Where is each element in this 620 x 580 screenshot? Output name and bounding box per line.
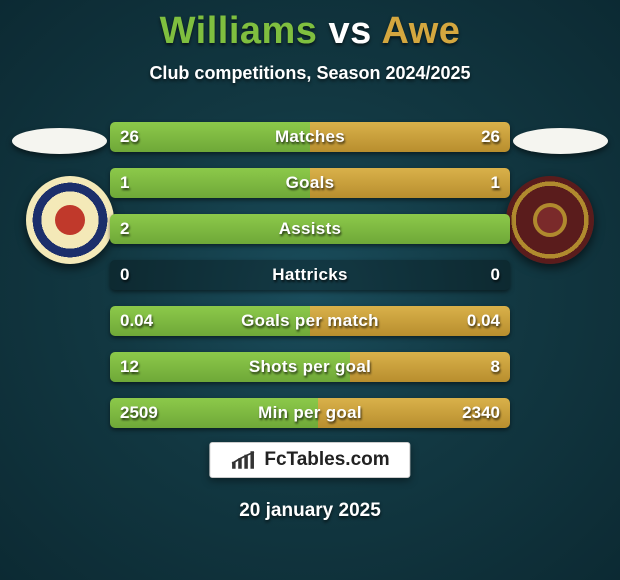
- brand-chart-icon: [230, 449, 258, 471]
- vs-text: vs: [329, 10, 372, 52]
- stat-label: Matches: [110, 122, 510, 152]
- stat-row: 00Hattricks: [110, 260, 510, 290]
- stat-row: 2626Matches: [110, 122, 510, 152]
- stat-label: Min per goal: [110, 398, 510, 428]
- stat-label: Assists: [110, 214, 510, 244]
- player1-club-crest: [26, 176, 114, 264]
- subtitle: Club competitions, Season 2024/2025: [0, 63, 620, 84]
- stat-label: Hattricks: [110, 260, 510, 290]
- stat-row: 11Goals: [110, 168, 510, 198]
- stats-container: 2626Matches 11Goals 2Assists 00Hattricks 0.0…: [110, 122, 510, 444]
- stat-row: 0.040.04Goals per match: [110, 306, 510, 336]
- stat-label: Goals: [110, 168, 510, 198]
- stat-row: 25092340Min per goal: [110, 398, 510, 428]
- date-text: 20 january 2025: [0, 500, 620, 522]
- stat-label: Shots per goal: [110, 352, 510, 382]
- stat-row: 2Assists: [110, 214, 510, 244]
- brand-badge: FcTables.com: [209, 442, 410, 478]
- player1-flag: [12, 128, 107, 154]
- player2-name: Awe: [381, 10, 460, 52]
- comparison-title: Williams vs Awe: [0, 0, 620, 53]
- brand-text: FcTables.com: [264, 449, 389, 471]
- player2-flag: [513, 128, 608, 154]
- stat-label: Goals per match: [110, 306, 510, 336]
- player1-name: Williams: [160, 10, 318, 52]
- player2-club-crest: [506, 176, 594, 264]
- stat-row: 128Shots per goal: [110, 352, 510, 382]
